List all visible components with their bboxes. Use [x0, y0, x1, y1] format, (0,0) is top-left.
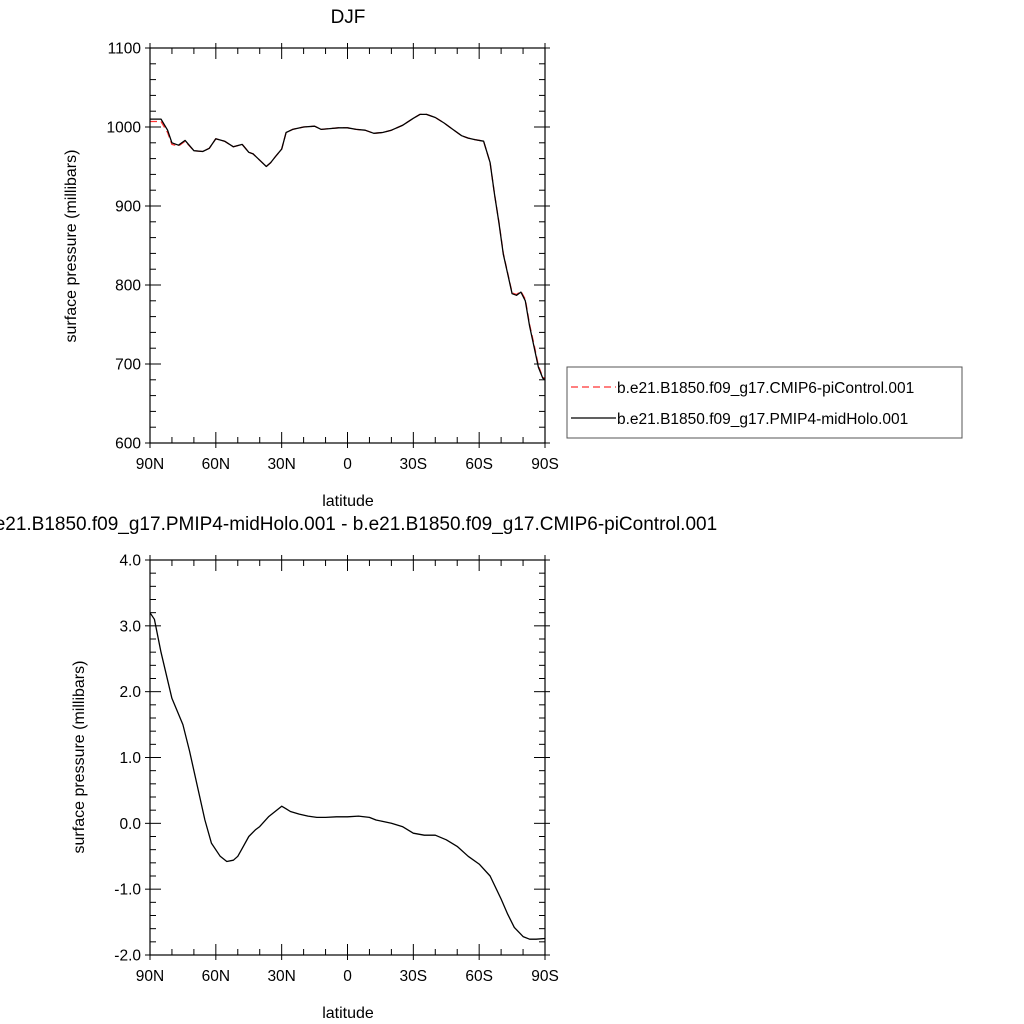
- bottom-x-tick-label: 90N: [136, 968, 164, 985]
- top-x-tick-label: 30N: [267, 456, 295, 473]
- top-x-tick-label: 60N: [202, 456, 230, 473]
- bottom-x-tick-label: 60N: [202, 968, 230, 985]
- top-y-tick-label: 700: [115, 357, 141, 374]
- top-x-tick-label: 90S: [531, 456, 559, 473]
- bottom-panel-ticks: 90N 60N 30N 0 30S 60S 90S -2.0 -1.0 0.0 1.0 2.0 3.0 4…: [114, 553, 559, 986]
- top-panel-ticks: 90N 60N 30N 0 30S 60S 90S 600 700 800 900 1000 1100: [107, 41, 559, 474]
- top-panel-xlabel: latitude: [322, 493, 374, 510]
- legend: b.e21.B1850.f09_g17.CMIP6-piControl.001 …: [566, 366, 963, 439]
- bottom-series-1-line: [149, 612, 546, 940]
- bottom-x-tick-label: 0: [343, 968, 352, 985]
- top-panel-series: [150, 113, 546, 381]
- bottom-panel-series: [149, 612, 546, 940]
- bottom-x-tick-label: 30N: [267, 968, 295, 985]
- top-y-tick-label: 1100: [108, 41, 142, 58]
- bottom-panel-title: b.e21.B1850.f09_g17.PMIP4-midHolo.001 - …: [0, 514, 717, 535]
- top-panel-title: DJF: [331, 7, 366, 28]
- bottom-panel-frame: [149, 559, 546, 956]
- top-panel: DJF 90N 60N 30N 0 30S 60S 90S 600 700 800 900 1000 1…: [63, 7, 963, 510]
- bottom-y-tick-label: 4.0: [119, 553, 141, 570]
- top-x-tick-label: 0: [343, 456, 352, 473]
- top-x-tick-label: 60S: [465, 456, 493, 473]
- bottom-x-tick-label: 60S: [465, 968, 493, 985]
- bottom-x-tick-label: 90S: [531, 968, 559, 985]
- top-x-tick-label: 90N: [136, 456, 164, 473]
- bottom-y-tick-label: 3.0: [119, 618, 141, 635]
- bottom-panel-ylabel: surface pressure (millibars): [71, 661, 88, 854]
- bottom-panel-xlabel: latitude: [322, 1005, 374, 1022]
- top-series-2-line: [150, 113, 546, 381]
- bottom-panel: b.e21.B1850.f09_g17.PMIP4-midHolo.001 - …: [0, 514, 717, 1022]
- top-y-tick-label: 600: [115, 436, 141, 453]
- bottom-x-tick-label: 30S: [400, 968, 428, 985]
- top-panel-ylabel: surface pressure (millibars): [63, 150, 80, 343]
- legend-entry-2: b.e21.B1850.f09_g17.PMIP4-midHolo.001: [617, 411, 908, 428]
- bottom-y-tick-label: 1.0: [119, 750, 141, 767]
- bottom-y-tick-label: -1.0: [114, 882, 141, 899]
- top-y-tick-label: 900: [115, 199, 141, 216]
- top-x-tick-label: 30S: [400, 456, 428, 473]
- top-y-tick-label: 800: [115, 278, 141, 295]
- legend-box: [566, 366, 963, 439]
- bottom-y-tick-label: 2.0: [119, 684, 141, 701]
- bottom-y-tick-label: 0.0: [119, 816, 141, 833]
- bottom-y-tick-label: -2.0: [114, 948, 141, 965]
- top-panel-frame: [149, 47, 546, 444]
- legend-entry-1: b.e21.B1850.f09_g17.CMIP6-piControl.001: [617, 380, 914, 397]
- top-y-tick-label: 1000: [107, 120, 142, 137]
- top-series-1-line: [150, 113, 546, 379]
